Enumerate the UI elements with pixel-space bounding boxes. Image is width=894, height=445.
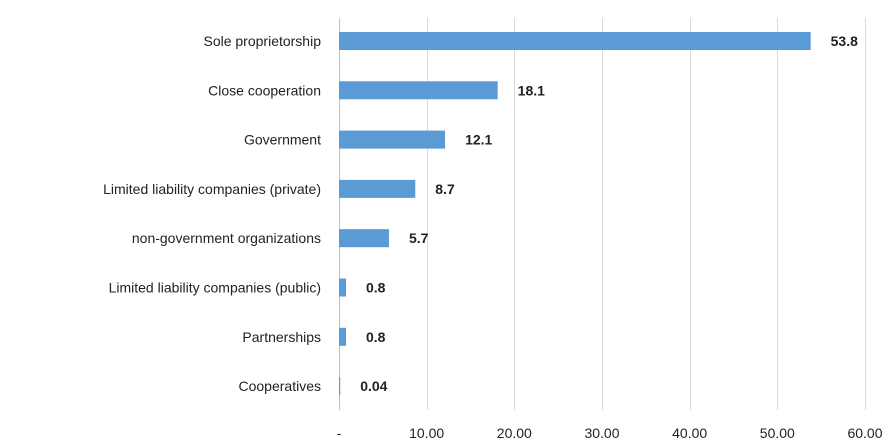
category-label: Sole proprietorship [203, 33, 321, 49]
bar [339, 229, 389, 248]
bar [339, 377, 341, 396]
data-label: 0.8 [366, 329, 386, 345]
category-label: Partnerships [242, 329, 321, 345]
bar [339, 32, 811, 50]
category-label: Cooperatives [239, 378, 322, 394]
bar [339, 81, 498, 100]
bar [339, 130, 446, 149]
bars [339, 32, 811, 396]
category-label: Close cooperation [208, 82, 321, 98]
bar [339, 278, 347, 297]
data-label: 18.1 [518, 82, 545, 98]
x-tick-label: 20.00 [497, 425, 532, 441]
data-label: 8.7 [435, 181, 455, 197]
data-labels: 53.8 18.1 12.1 8.7 5.7 0.8 0.8 0.04 [360, 33, 858, 394]
x-tick-label: 30.00 [584, 425, 619, 441]
x-tick-label: 40.00 [672, 425, 707, 441]
x-tick-label: 10.00 [409, 425, 444, 441]
data-label: 0.8 [366, 280, 386, 296]
x-axis-tick-labels: - 10.00 20.00 30.00 40.00 50.00 60.00 [337, 425, 883, 441]
category-labels: Sole proprietorship Close cooperation Gove… [103, 33, 321, 394]
x-tick-label: - [337, 425, 342, 441]
grid-lines [339, 18, 866, 410]
bar [339, 327, 347, 346]
data-label: 0.04 [360, 378, 387, 394]
x-tick-label: 60.00 [847, 425, 882, 441]
x-tick-label: 50.00 [760, 425, 795, 441]
data-label: 53.8 [831, 33, 858, 49]
bar [339, 179, 416, 198]
category-label: Limited liability companies (public) [109, 280, 321, 296]
category-label: Government [244, 132, 321, 148]
category-label: non-government organizations [132, 230, 321, 246]
category-label: Limited liability companies (private) [103, 181, 321, 197]
data-label: 5.7 [409, 230, 429, 246]
data-label: 12.1 [465, 132, 492, 148]
